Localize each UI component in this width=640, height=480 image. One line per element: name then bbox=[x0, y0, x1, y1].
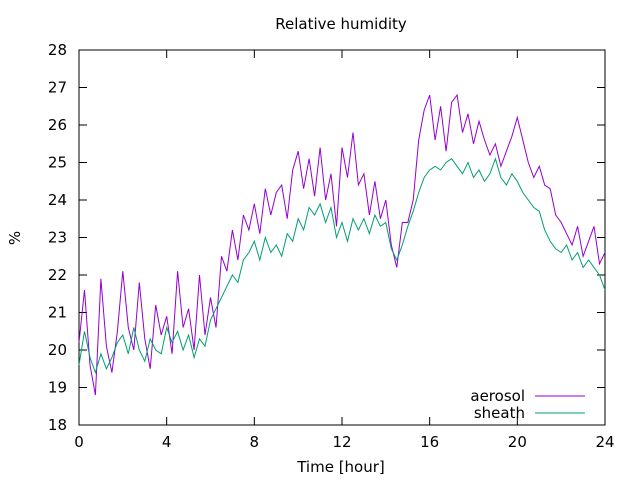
y-tick-label: 21 bbox=[48, 304, 67, 322]
y-tick-label: 24 bbox=[48, 191, 67, 209]
series-group bbox=[78, 93, 606, 396]
x-tick-label: 0 bbox=[74, 433, 84, 451]
x-tick-label: 24 bbox=[595, 433, 614, 451]
x-tick-label: 4 bbox=[162, 433, 172, 451]
y-tick-label: 28 bbox=[48, 41, 67, 59]
y-tick-label: 22 bbox=[48, 266, 67, 284]
y-tick-label: 18 bbox=[48, 416, 67, 434]
series-line-aerosol bbox=[78, 93, 606, 396]
y-tick-label: 25 bbox=[48, 154, 67, 172]
x-axis-label: Time [hour] bbox=[296, 458, 385, 476]
y-tick-label: 27 bbox=[48, 79, 67, 97]
x-tick-label: 20 bbox=[508, 433, 527, 451]
y-tick-label: 26 bbox=[48, 116, 67, 134]
y-tick-label: 20 bbox=[48, 341, 67, 359]
x-tick-label: 16 bbox=[420, 433, 439, 451]
y-axis-label: % bbox=[6, 231, 24, 245]
chart-title: Relative humidity bbox=[275, 15, 407, 33]
x-axis: 0 4 8 12 16 20 24 bbox=[74, 50, 615, 451]
y-tick-label: 23 bbox=[48, 229, 67, 247]
legend-label-aerosol: aerosol bbox=[470, 387, 525, 405]
y-axis: 18 19 20 21 22 23 24 25 26 27 28 bbox=[48, 41, 605, 434]
plot-frame bbox=[78, 49, 606, 426]
legend-label-sheath: sheath bbox=[474, 404, 525, 422]
x-tick-label: 12 bbox=[332, 433, 351, 451]
series-line-sheath bbox=[78, 157, 606, 375]
x-tick-label: 8 bbox=[250, 433, 260, 451]
y-tick-label: 19 bbox=[48, 379, 67, 397]
